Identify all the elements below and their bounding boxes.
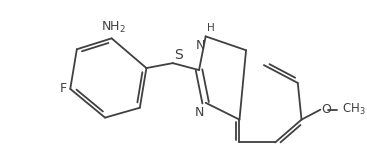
Text: N: N xyxy=(195,106,204,119)
Text: NH$_2$: NH$_2$ xyxy=(101,20,126,35)
Text: S: S xyxy=(174,48,182,62)
Text: N: N xyxy=(195,39,205,52)
Text: H: H xyxy=(207,23,214,33)
Text: CH$_3$: CH$_3$ xyxy=(342,102,366,117)
Text: F: F xyxy=(59,82,66,95)
Text: O: O xyxy=(321,103,331,116)
